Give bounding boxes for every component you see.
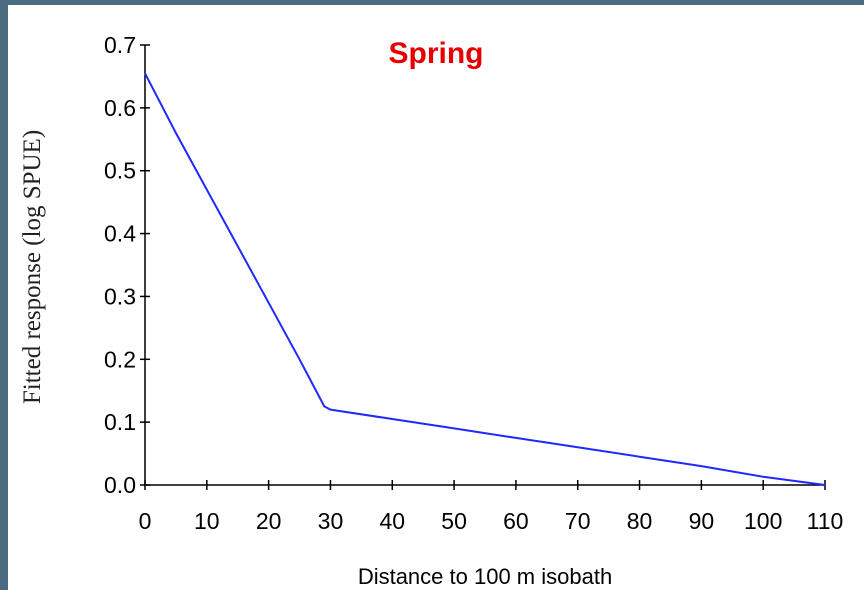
x-axis-label: Distance to 100 m isobath [358, 564, 612, 589]
series-line [144, 72, 826, 486]
chart-frame: 0.0 0.1 0.2 0.3 0.4 0.5 0.6 0.7 0 10 20 30 40 50 60 70 8… [8, 5, 864, 590]
y-tick-label: 0.7 [104, 32, 136, 58]
axes: 0.0 0.1 0.2 0.3 0.4 0.5 0.6 0.7 0 10 20 30 40 50 60 70 8… [104, 32, 843, 534]
x-tick-label: 100 [744, 508, 782, 534]
x-tick-label: 110 [807, 508, 844, 534]
x-tick-label: 0 [139, 508, 152, 534]
x-tick-label: 50 [441, 508, 467, 534]
x-tick-label: 20 [256, 508, 282, 534]
marks [144, 72, 826, 486]
chart-svg: 0.0 0.1 0.2 0.3 0.4 0.5 0.6 0.7 0 10 20 30 40 50 60 70 8… [19, 32, 843, 589]
x-tick-label: 10 [194, 508, 220, 534]
x-tick-label: 90 [689, 508, 715, 534]
x-tick-label: 30 [318, 508, 344, 534]
y-tick-label: 0.5 [104, 158, 136, 184]
x-tick-label: 80 [627, 508, 653, 534]
y-tick-label: 0.2 [104, 346, 136, 372]
chart-title: Spring [389, 37, 484, 70]
y-tick-label: 0.3 [104, 283, 136, 309]
y-tick-label: 0.1 [104, 409, 136, 435]
y-axis-label: Fitted response (log SPUE) [19, 130, 46, 404]
x-tick-label: 40 [379, 508, 405, 534]
y-tick-label: 0.6 [104, 95, 136, 121]
x-tick-label: 70 [565, 508, 591, 534]
y-tick-label: 0.0 [104, 472, 136, 498]
x-tick-label: 60 [503, 508, 529, 534]
y-tick-label: 0.4 [104, 221, 136, 247]
